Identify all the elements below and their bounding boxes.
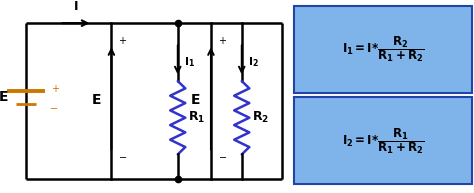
Text: $\mathbf{I_2=I{*}\dfrac{R_1}{R_1+R_2}}$: $\mathbf{I_2=I{*}\dfrac{R_1}{R_1+R_2}}$ bbox=[342, 126, 424, 156]
Text: $\mathbf{I_1}$: $\mathbf{I_1}$ bbox=[184, 55, 195, 69]
Text: $\mathbf{R_1}$: $\mathbf{R_1}$ bbox=[188, 110, 205, 125]
Text: $\mathbf{R_2}$: $\mathbf{R_2}$ bbox=[252, 110, 269, 125]
Text: $+$: $+$ bbox=[118, 35, 127, 46]
Text: $\mathbf{E}$: $\mathbf{E}$ bbox=[190, 93, 201, 107]
Text: $+$: $+$ bbox=[51, 83, 60, 94]
Text: $\mathbf{I_1=I{*}\dfrac{R_2}{R_1+R_2}}$: $\mathbf{I_1=I{*}\dfrac{R_2}{R_1+R_2}}$ bbox=[342, 34, 424, 64]
Text: $\mathbf{I_2}$: $\mathbf{I_2}$ bbox=[248, 55, 259, 69]
Text: $+$: $+$ bbox=[218, 35, 227, 46]
Text: $\mathbf{I}$: $\mathbf{I}$ bbox=[73, 0, 79, 13]
FancyBboxPatch shape bbox=[294, 97, 472, 184]
FancyBboxPatch shape bbox=[294, 6, 472, 93]
Text: $\mathbf{E}$: $\mathbf{E}$ bbox=[91, 93, 101, 107]
Text: $-$: $-$ bbox=[218, 151, 227, 161]
Text: $-$: $-$ bbox=[118, 151, 127, 161]
Text: $-$: $-$ bbox=[49, 102, 58, 112]
Text: $\mathbf{E}$: $\mathbf{E}$ bbox=[0, 91, 8, 104]
